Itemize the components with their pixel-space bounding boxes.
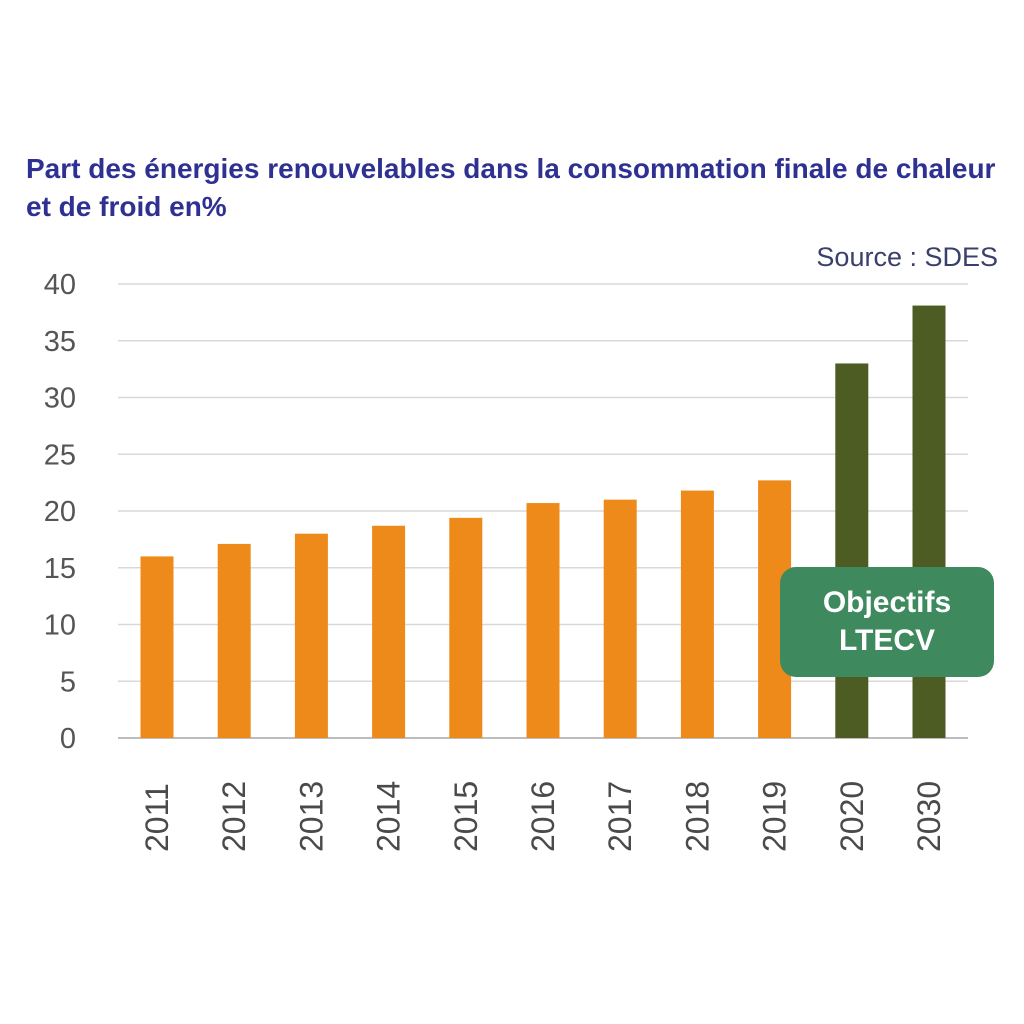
x-tick-label: 2013 xyxy=(293,781,329,852)
bar-2015 xyxy=(449,517,483,738)
y-tick-label: 5 xyxy=(60,666,76,698)
x-tick-label: 2019 xyxy=(757,781,793,852)
x-tick-label: 2020 xyxy=(834,781,870,852)
y-tick-label: 20 xyxy=(44,496,76,528)
bar-2016 xyxy=(526,503,560,738)
chart-title: Part des énergies renouvelables dans la … xyxy=(26,153,996,222)
source-label: Source : SDES xyxy=(816,242,998,272)
bar-2011 xyxy=(140,556,174,738)
x-tick-label: 2030 xyxy=(911,781,947,852)
y-tick-label: 35 xyxy=(44,326,76,358)
x-tick-label: 2016 xyxy=(525,781,561,852)
x-tick-label: 2014 xyxy=(371,781,407,852)
y-tick-label: 10 xyxy=(44,610,76,642)
bar-2012 xyxy=(217,543,251,738)
badge-line-1: Objectifs xyxy=(822,586,952,619)
bar-2018 xyxy=(680,490,714,738)
y-tick-label: 15 xyxy=(44,553,76,585)
x-tick-label: 2018 xyxy=(679,781,715,852)
y-tick-label: 40 xyxy=(44,269,76,301)
x-tick-label: 2015 xyxy=(448,781,484,852)
x-tick-label: 2011 xyxy=(139,783,175,852)
bar-2020 xyxy=(835,363,869,738)
y-tick-label: 25 xyxy=(44,439,76,471)
objectifs-ltecv-badge: Objectifs LTECV xyxy=(780,567,994,677)
bar-2014 xyxy=(372,525,406,738)
badge-line-2: LTECV xyxy=(838,624,936,657)
x-tick-label: 2012 xyxy=(216,781,252,852)
y-tick-label: 30 xyxy=(44,383,76,415)
x-tick-label: 2017 xyxy=(602,781,638,852)
x-axis-ticks: 2011 2012 2013 2014 2015 2016 2017 2018 2019 2020… xyxy=(139,781,947,852)
y-tick-label: 0 xyxy=(60,723,76,755)
y-axis-ticks: 0 5 10 15 20 25 30 35 40 xyxy=(44,269,76,755)
bar-2013 xyxy=(294,533,328,738)
bar-2017 xyxy=(603,499,637,738)
